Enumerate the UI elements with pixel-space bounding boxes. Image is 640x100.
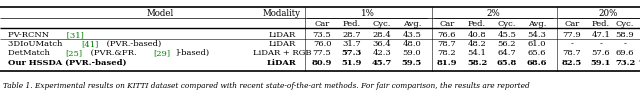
Text: 2%: 2%: [486, 8, 500, 18]
Text: 58.9: 58.9: [616, 31, 634, 39]
Text: 71.6: 71.6: [639, 59, 640, 67]
Text: 36.4: 36.4: [372, 40, 392, 48]
Text: LiDAR: LiDAR: [267, 59, 297, 67]
Text: 3DIoUMatch: 3DIoUMatch: [8, 40, 65, 48]
Text: 65.6: 65.6: [528, 49, 547, 57]
Text: 78.7: 78.7: [438, 40, 456, 48]
Text: Car: Car: [440, 20, 454, 28]
Text: 73.5: 73.5: [312, 31, 332, 39]
Text: Ped.: Ped.: [468, 20, 486, 28]
Text: Cyc.: Cyc.: [498, 20, 516, 28]
Text: [29]: [29]: [154, 49, 171, 57]
Text: ]-based): ]-based): [176, 49, 210, 57]
Text: 61.0: 61.0: [528, 40, 547, 48]
Text: LiDAR + RGB: LiDAR + RGB: [253, 49, 311, 57]
Text: LiDAR: LiDAR: [268, 31, 296, 39]
Text: 31.7: 31.7: [342, 40, 362, 48]
Text: Car: Car: [314, 20, 330, 28]
Text: Ped.: Ped.: [343, 20, 361, 28]
Text: Table 1. Experimental results on KITTI dataset compared with recent state-of-the: Table 1. Experimental results on KITTI d…: [3, 82, 530, 90]
Text: 76.6: 76.6: [438, 31, 456, 39]
Text: LiDAR: LiDAR: [268, 40, 296, 48]
Text: 73.2: 73.2: [615, 59, 635, 67]
Text: 43.5: 43.5: [403, 31, 421, 39]
Text: 42.3: 42.3: [372, 49, 392, 57]
Text: 51.9: 51.9: [342, 59, 362, 67]
Text: 59.1: 59.1: [591, 59, 611, 67]
Text: [25]: [25]: [65, 49, 83, 57]
Text: 48.0: 48.0: [403, 40, 421, 48]
Text: Avg.: Avg.: [528, 20, 546, 28]
Text: 65.8: 65.8: [497, 59, 517, 67]
Text: 68.6: 68.6: [527, 59, 547, 67]
Text: Cyc.: Cyc.: [616, 20, 634, 28]
Text: 59.0: 59.0: [403, 49, 421, 57]
Text: 64.7: 64.7: [498, 49, 516, 57]
Text: (PVR.&FR.: (PVR.&FR.: [88, 49, 139, 57]
Text: 20%: 20%: [599, 8, 618, 18]
Text: Avg.: Avg.: [403, 20, 421, 28]
Text: Ped.: Ped.: [592, 20, 610, 28]
Text: 56.2: 56.2: [498, 40, 516, 48]
Text: DetMatch: DetMatch: [8, 49, 52, 57]
Text: 78.2: 78.2: [438, 49, 456, 57]
Text: 54.3: 54.3: [527, 31, 547, 39]
Text: 69.6: 69.6: [616, 49, 634, 57]
Text: 28.4: 28.4: [372, 31, 392, 39]
Text: [41]: [41]: [81, 40, 99, 48]
Text: 28.7: 28.7: [342, 31, 362, 39]
Text: 82.5: 82.5: [562, 59, 582, 67]
Text: 76.0: 76.0: [313, 40, 332, 48]
Text: 57.3: 57.3: [342, 49, 362, 57]
Text: Our HSSDA (PVR.-based): Our HSSDA (PVR.-based): [8, 59, 127, 67]
Text: 81.9: 81.9: [436, 59, 457, 67]
Text: 78.7: 78.7: [563, 49, 581, 57]
Text: 54.1: 54.1: [468, 49, 486, 57]
Text: 47.1: 47.1: [591, 31, 611, 39]
Text: 77.5: 77.5: [312, 49, 332, 57]
Text: 77.9: 77.9: [563, 31, 581, 39]
Text: 59.5: 59.5: [402, 59, 422, 67]
Text: (PVR.-based): (PVR.-based): [104, 40, 161, 48]
Text: Car: Car: [564, 20, 580, 28]
Text: Cyc.: Cyc.: [373, 20, 391, 28]
Text: Model: Model: [147, 8, 173, 18]
Text: 45.5: 45.5: [497, 31, 516, 39]
Text: 1%: 1%: [360, 8, 374, 18]
Text: -: -: [623, 40, 627, 48]
Text: -: -: [600, 40, 602, 48]
Text: 48.2: 48.2: [468, 40, 486, 48]
Text: 45.7: 45.7: [372, 59, 392, 67]
Text: 58.2: 58.2: [467, 59, 487, 67]
Text: 40.8: 40.8: [468, 31, 486, 39]
Text: -: -: [571, 40, 573, 48]
Text: 57.6: 57.6: [592, 49, 611, 57]
Text: PV-RCNN: PV-RCNN: [8, 31, 52, 39]
Text: Modality: Modality: [263, 8, 301, 18]
Text: [31]: [31]: [65, 31, 84, 39]
Text: 80.9: 80.9: [312, 59, 332, 67]
